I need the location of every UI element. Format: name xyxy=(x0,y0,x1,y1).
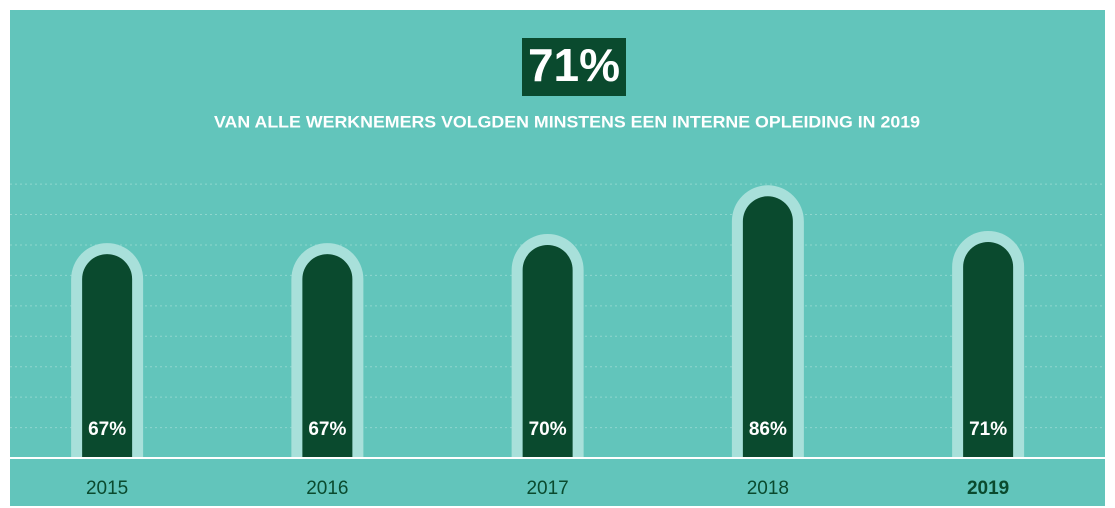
value-label: 70% xyxy=(529,419,567,440)
bar xyxy=(522,244,573,458)
chart-subtitle: VAN ALLE WERKNEMERS VOLGDEN MINSTENS EEN… xyxy=(214,112,920,131)
x-tick-label: 2015 xyxy=(86,478,128,499)
x-tick-label: 2017 xyxy=(526,478,568,499)
value-label: 86% xyxy=(749,419,787,440)
title-box xyxy=(522,38,626,96)
bar xyxy=(963,241,1014,458)
value-label: 67% xyxy=(308,419,346,440)
chart-title: 71% xyxy=(528,39,620,91)
bar xyxy=(82,254,133,458)
bar xyxy=(302,254,353,458)
x-tick-label: 2019 xyxy=(967,478,1009,499)
bar xyxy=(742,196,793,458)
x-tick-label: 2018 xyxy=(747,478,789,499)
value-label: 67% xyxy=(88,419,126,440)
x-tick-label: 2016 xyxy=(306,478,348,499)
value-label: 71% xyxy=(969,419,1007,440)
